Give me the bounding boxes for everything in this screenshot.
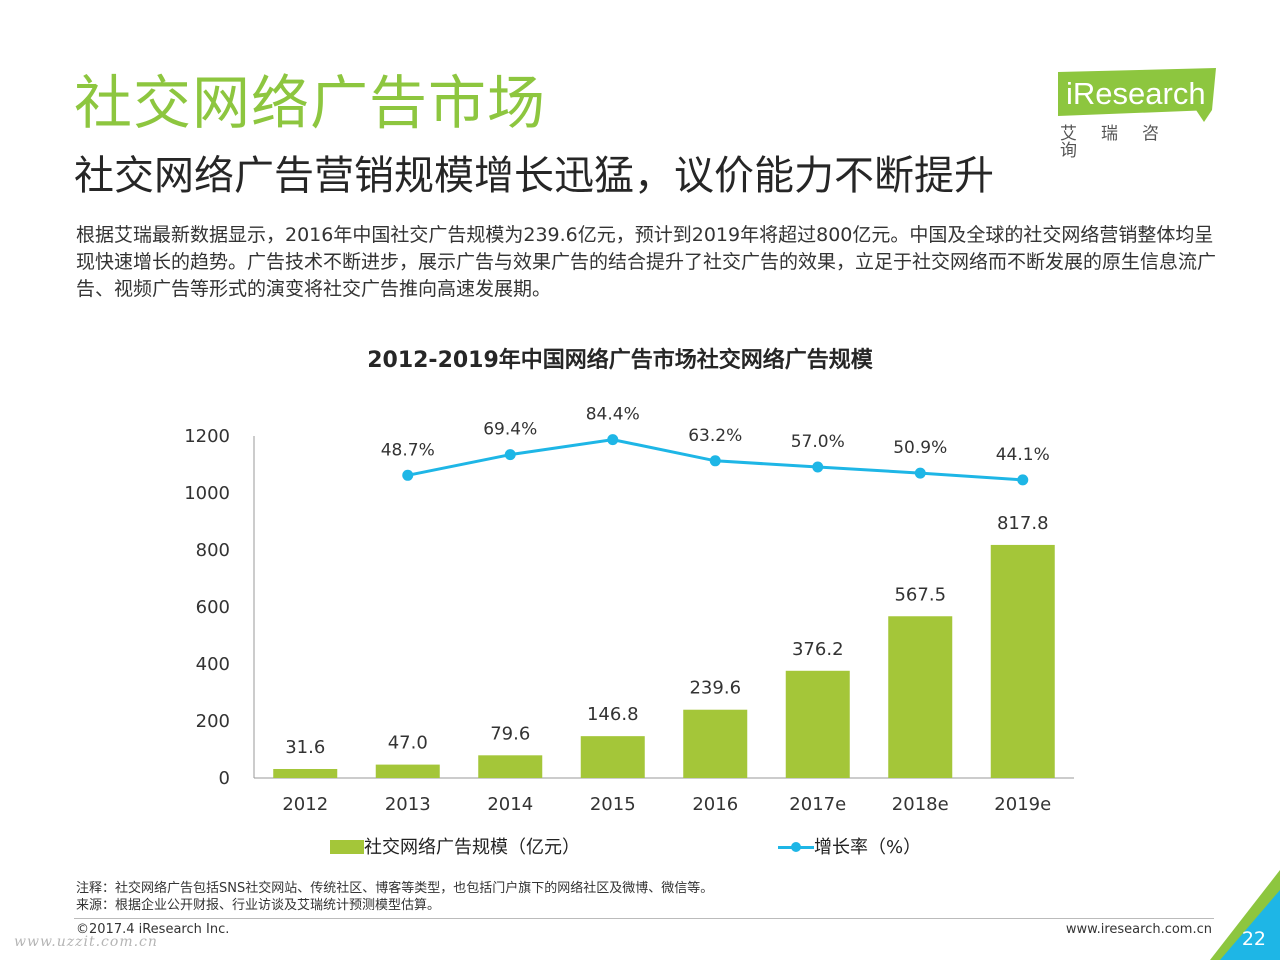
y-tick-label: 0: [219, 768, 230, 789]
legend-line-label: 增长率（%）: [814, 837, 922, 858]
growth-value-label: 57.0%: [791, 432, 845, 452]
iresearch-logo: iResearch 艾瑞咨询: [1056, 68, 1221, 160]
bar-value-label: 146.8: [587, 704, 639, 725]
growth-point: [812, 461, 824, 473]
bar-value-label: 79.6: [490, 723, 530, 744]
description-paragraph: 根据艾瑞最新数据显示，2016年中国社交广告规模为239.6亿元，预计到2019…: [76, 224, 1217, 300]
growth-point: [709, 455, 721, 467]
website-text: www.iresearch.com.cn: [1065, 922, 1212, 937]
growth-value-label: 44.1%: [996, 445, 1050, 465]
bar: [580, 736, 645, 778]
x-tick-label: 2012: [282, 794, 328, 815]
x-tick-label: 2019e: [994, 794, 1051, 815]
corner-decoration-icon: [1210, 870, 1280, 960]
logo-cn-text: 艾瑞咨询: [1060, 124, 1183, 161]
y-tick-label: 1200: [184, 426, 230, 447]
logo-text: iResearch: [1066, 76, 1206, 111]
x-tick-label: 2017e: [789, 794, 846, 815]
bar: [478, 755, 543, 778]
legend-line-swatch: [778, 840, 814, 854]
bar-value-label: 31.6: [285, 737, 325, 758]
y-tick-label: 400: [196, 654, 230, 675]
chart-title: 2012-2019年中国网络广告市场社交网络广告规模: [367, 348, 873, 373]
x-tick-label: 2015: [590, 794, 636, 815]
source-text: 来源：根据企业公开财报、行业访谈及艾瑞统计预测模型估算。: [76, 898, 441, 913]
watermark-text: www.uzzit.com.cn: [14, 934, 158, 950]
bar-value-label: 47.0: [388, 733, 428, 754]
x-tick-label: 2014: [487, 794, 533, 815]
bar: [683, 709, 748, 778]
bar-value-label: 239.6: [689, 678, 741, 699]
bar: [785, 670, 850, 778]
legend-line: 增长率（%）: [778, 836, 921, 860]
y-tick-label: 800: [196, 540, 230, 561]
footnotes: 注释：社交网络广告包括SNS社交网站、传统社区、博客等类型，也包括门户旗下的网络…: [76, 880, 713, 914]
note-text: 注释：社交网络广告包括SNS社交网站、传统社区、博客等类型，也包括门户旗下的网络…: [76, 881, 714, 896]
growth-value-label: 84.4%: [586, 405, 640, 425]
legend-bar-label: 社交网络广告规模（亿元）: [364, 837, 580, 858]
growth-point: [504, 449, 516, 461]
growth-value-label: 63.2%: [688, 426, 742, 446]
footer-divider: [74, 918, 1214, 919]
x-tick-label: 2016: [692, 794, 738, 815]
growth-point: [607, 434, 619, 446]
page-title: 社交网络广告市场: [74, 69, 547, 137]
bar-value-label: 376.2: [792, 639, 844, 660]
bar: [375, 764, 440, 778]
bar-value-label: 567.5: [894, 584, 946, 605]
growth-value-label: 48.7%: [381, 440, 435, 460]
legend-bar: 社交网络广告规模（亿元）: [330, 836, 580, 860]
y-tick-label: 200: [196, 711, 230, 732]
page-subtitle: 社交网络广告营销规模增长迅猛，议价能力不断提升: [74, 153, 994, 199]
x-tick-label: 2013: [385, 794, 431, 815]
y-tick-label: 1000: [184, 483, 230, 504]
bar: [888, 616, 953, 778]
x-tick-label: 2018e: [892, 794, 949, 815]
bar-value-label: 817.8: [997, 513, 1049, 534]
bar: [273, 768, 338, 778]
growth-point: [1017, 474, 1029, 486]
growth-value-label: 50.9%: [893, 438, 947, 458]
growth-value-label: 69.4%: [483, 420, 537, 440]
y-tick-label: 600: [196, 597, 230, 618]
growth-point: [914, 467, 926, 479]
copyright-text: ©2017.4 iResearch Inc.: [76, 922, 230, 937]
bar: [990, 544, 1055, 778]
page-number: 22: [1241, 928, 1266, 950]
legend-bar-swatch: [330, 840, 364, 854]
growth-point: [402, 469, 414, 481]
logo-banner-icon: [1058, 68, 1216, 122]
